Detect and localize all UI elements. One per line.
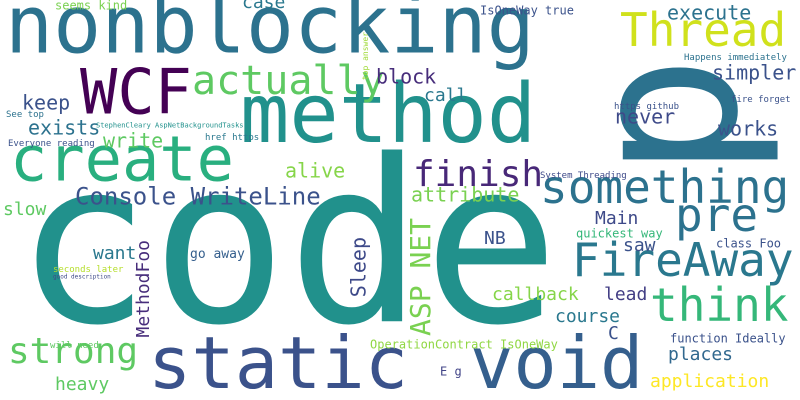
word-fire-forget: fire forget (731, 95, 791, 105)
word-p: p (546, 55, 784, 178)
word-create: create (10, 122, 234, 195)
word-strong: strong (8, 331, 138, 372)
word-course: course (555, 306, 620, 327)
word-lead: lead (604, 284, 647, 305)
word-finish: finish (413, 154, 543, 195)
word-places: places (668, 344, 733, 365)
word-fireaway: FireAway (572, 233, 794, 287)
word-happens-immediately: Happens immediately (684, 53, 788, 63)
word-c: C (608, 323, 619, 344)
word-sleep: Sleep (347, 237, 371, 297)
word-stephencleary-aspnetbackgroundtasks: StephenCleary AspNetBackgroundTasks (96, 121, 244, 129)
word-write: write (103, 129, 163, 153)
word-keep: keep (22, 91, 70, 115)
word-heavy: heavy (55, 374, 109, 395)
word-static: static (148, 321, 408, 400)
word-class-foo: class Foo (716, 236, 781, 250)
word-execute: execute (667, 1, 751, 25)
word-works: works (718, 117, 778, 141)
word-something: something (540, 160, 789, 214)
word-methodfoo: MethodFoo (133, 240, 154, 338)
word-method: method (240, 67, 536, 162)
word-console-writeline: Console WriteLine (75, 183, 321, 211)
word-nb: NB (484, 228, 506, 249)
word-seconds-later: seconds later (53, 265, 124, 275)
word-operationcontract-isoneway: OperationContract IsOneWay (370, 337, 558, 351)
word-top-answer: top answer (361, 32, 370, 80)
word-function-ideally: function Ideally (670, 331, 786, 345)
word-attribute: attribute (411, 183, 519, 207)
word-code: code (15, 112, 559, 375)
word-think: think (650, 278, 788, 332)
word-will-need: will need (50, 341, 99, 351)
word-thread: Thread (620, 3, 786, 57)
word-pre: pre (675, 188, 758, 242)
word-asp-net: ASP NET (404, 218, 437, 336)
word-saw: saw (623, 235, 656, 256)
word-see-top: See top (6, 110, 44, 120)
word-void: void (470, 321, 643, 400)
word-system-threading: System Threading (540, 171, 627, 181)
word-case: case (242, 0, 285, 13)
word-simpler: simpler (712, 61, 796, 85)
word-e-g: E g (440, 364, 462, 378)
word-slow: slow (3, 199, 47, 220)
word-never: never (615, 105, 675, 129)
word-wcf: WCF (80, 55, 192, 128)
word-nonblocking: nonblocking (5, 0, 535, 71)
word-go-away: go away (190, 247, 245, 262)
word-quickest-way: quickest way (576, 226, 663, 240)
word-seems-kind: seems kind (55, 0, 127, 12)
word-actually: actually (192, 58, 385, 104)
word-block: block (376, 65, 436, 89)
word-application: application (650, 371, 769, 392)
word-exists: exists (28, 116, 100, 140)
word-want: want (93, 243, 136, 264)
word-isoneway-true: IsOneWay true (480, 3, 574, 17)
word-callback: callback (492, 284, 579, 305)
word-call: call (424, 85, 467, 106)
word-good-description: good description (53, 274, 111, 281)
word-https-github: https github (614, 102, 679, 112)
word-main: Main (595, 208, 638, 229)
word-everyone-reading: Everyone reading (8, 139, 95, 149)
word-href-https: href https (205, 133, 259, 143)
word-alive: alive (285, 159, 345, 183)
